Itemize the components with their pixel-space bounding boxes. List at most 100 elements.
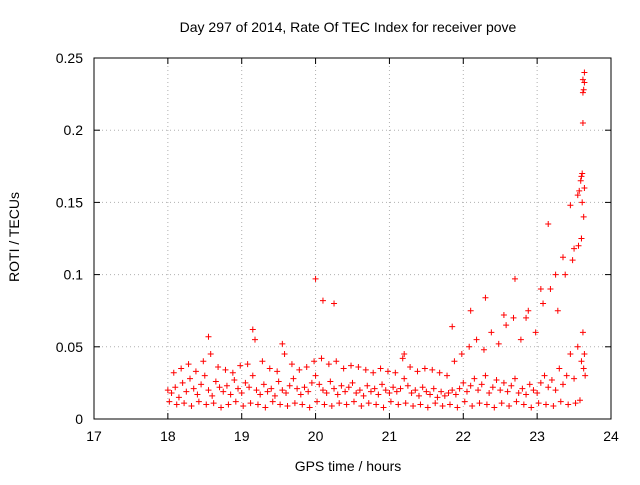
data-point [303,364,310,371]
data-point [323,390,330,397]
data-point [286,382,293,389]
data-point [567,202,574,209]
y-tick-label: 0.05 [56,339,83,355]
data-point [441,392,448,399]
data-point [540,300,547,307]
data-point [419,384,426,391]
data-point [574,343,581,350]
data-point [556,365,563,372]
data-point [231,377,238,384]
data-point [410,403,417,410]
data-point [565,401,572,408]
data-point [429,366,436,373]
data-point [183,388,190,395]
data-point [227,391,234,398]
plot-frame [93,57,612,420]
data-point [311,358,318,365]
data-point [301,384,308,391]
data-point [579,89,586,96]
data-point [333,358,340,365]
data-point [321,401,328,408]
data-point [412,387,419,394]
data-point [452,391,459,398]
data-point [254,401,261,408]
data-point [218,404,225,411]
data-point [578,235,585,242]
chart-title: Day 297 of 2014, Rate Of TEC Index for r… [180,19,517,35]
data-point [430,385,437,392]
data-point [318,355,325,362]
data-point [510,314,517,321]
data-point [328,403,335,410]
data-point [513,398,520,405]
data-point [530,387,537,394]
data-point [523,391,530,398]
data-point [168,390,175,397]
data-point [436,369,443,376]
data-point [290,375,297,382]
data-point [170,369,177,376]
data-point [449,387,456,394]
data-point [390,384,397,391]
data-point [519,385,526,392]
data-point [185,361,192,368]
data-point [578,173,585,180]
data-point [579,76,586,83]
data-point [279,340,286,347]
data-point [552,387,559,394]
data-point [371,385,378,392]
data-point [203,401,210,408]
x-tick-label: 22 [455,428,471,444]
data-point [238,390,245,397]
data-point [188,403,195,410]
data-point [511,275,518,282]
data-point [421,365,428,372]
data-point [408,390,415,397]
data-point [306,404,313,411]
data-point [488,329,495,336]
data-point [296,366,303,373]
data-point [187,375,194,382]
data-point [269,398,276,405]
data-point [349,379,356,386]
data-point [528,404,535,411]
data-point [343,401,350,408]
data-point [491,404,498,411]
data-point [571,375,578,382]
data-point [415,392,422,399]
data-point [554,307,561,314]
grid-lines [94,58,611,419]
data-point [178,365,185,372]
data-point [249,372,256,379]
data-point [434,394,441,401]
data-point [264,388,271,395]
data-point [294,385,301,392]
data-point [192,368,199,375]
data-point [515,390,522,397]
data-point [266,365,273,372]
data-point [373,401,380,408]
data-point [331,300,338,307]
data-point [340,365,347,372]
data-point [580,213,587,220]
x-axis-label: GPS time / hours [295,458,402,474]
data-point [523,314,530,321]
data-point [260,381,267,388]
data-point [299,401,306,408]
data-point [508,382,515,389]
data-point [577,177,584,184]
data-point [581,184,588,191]
x-tick-label: 20 [308,428,324,444]
data-point [380,404,387,411]
data-point [207,351,214,358]
data-point [356,387,363,394]
data-point [244,361,251,368]
data-point [493,377,500,384]
data-point [200,358,207,365]
data-point [498,400,505,407]
data-point [449,323,456,330]
data-point [504,388,511,395]
x-tick-label: 18 [160,428,176,444]
data-point [365,400,372,407]
data-point [545,221,552,228]
